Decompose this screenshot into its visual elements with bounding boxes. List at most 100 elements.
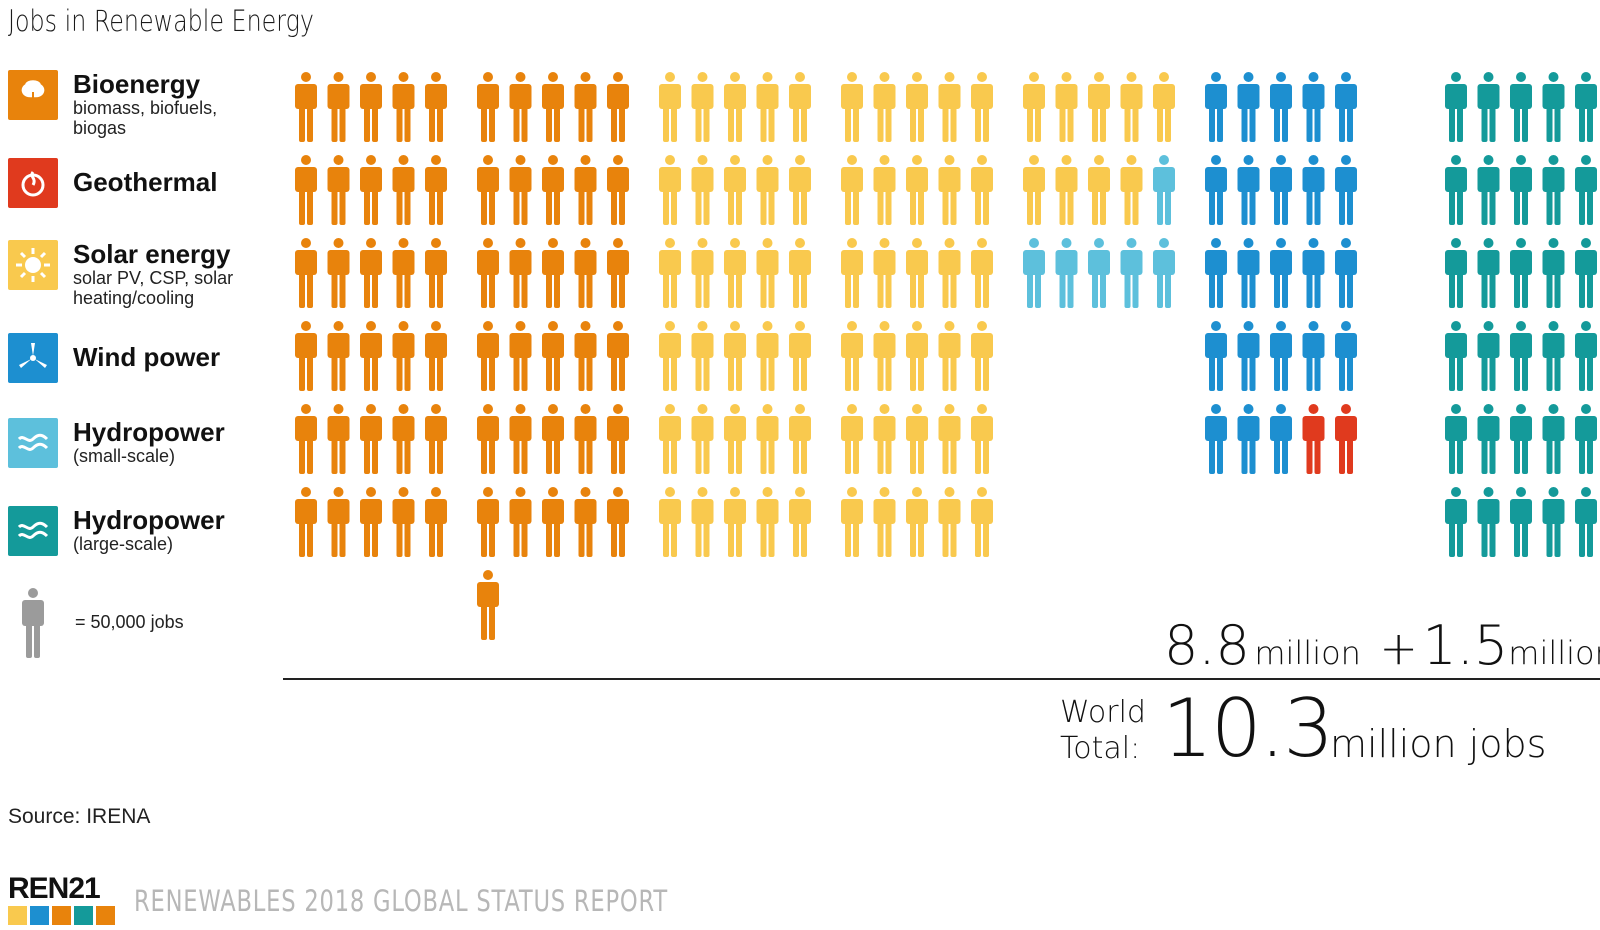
person-icon <box>1055 72 1078 142</box>
person-icon <box>1237 321 1260 391</box>
person-icon <box>1153 155 1175 225</box>
person-icon <box>574 404 597 474</box>
person-icon <box>756 487 779 557</box>
logo-square <box>52 906 71 925</box>
person-icon <box>392 238 415 308</box>
person-icon <box>327 404 350 474</box>
person-icon <box>477 72 499 142</box>
person-icon <box>659 155 681 225</box>
person-icon <box>659 238 681 308</box>
person-icon <box>542 72 564 142</box>
person-icon <box>392 404 415 474</box>
person-icon <box>971 321 993 391</box>
person-icon <box>392 155 415 225</box>
legend-label: Bioenergy <box>73 69 201 99</box>
person-icon <box>691 404 714 474</box>
logo-square <box>96 906 115 925</box>
person-icon <box>477 487 499 557</box>
pictogram-chart <box>295 72 1597 640</box>
person-icon <box>360 72 382 142</box>
person-icon <box>1153 238 1175 308</box>
person-icon <box>425 238 447 308</box>
person-icon <box>789 321 811 391</box>
person-icon <box>295 155 317 225</box>
person-icon <box>1575 155 1597 225</box>
legend-sublabel: (small-scale) <box>73 446 176 466</box>
person-icon <box>756 155 779 225</box>
person-icon <box>873 72 896 142</box>
person-icon <box>971 155 993 225</box>
person-icon <box>1023 155 1045 225</box>
person-icon <box>873 487 896 557</box>
person-icon <box>1575 321 1597 391</box>
person-icon <box>1302 72 1325 142</box>
person-icon <box>295 238 317 308</box>
logo-square <box>8 906 27 925</box>
plus-sign: + <box>1379 621 1418 675</box>
person-icon <box>1510 238 1532 308</box>
person-icon <box>1237 155 1260 225</box>
person-icon <box>1205 404 1227 474</box>
person-icon <box>1153 72 1175 142</box>
legend-item-wind: Wind power <box>8 333 220 383</box>
person-icon <box>607 238 629 308</box>
person-icon <box>938 321 961 391</box>
person-icon <box>906 404 928 474</box>
person-icon <box>841 487 863 557</box>
legend-item-hydro-small: Hydropower (small-scale) <box>8 418 225 468</box>
person-icon <box>607 404 629 474</box>
person-icon <box>1575 404 1597 474</box>
person-icon <box>327 487 350 557</box>
person-icon <box>938 238 961 308</box>
person-icon <box>971 72 993 142</box>
person-icon <box>1270 238 1292 308</box>
ren21-logo: REN21 <box>8 872 101 905</box>
person-icon <box>509 238 532 308</box>
person-icon <box>1023 72 1045 142</box>
unit-label: = 50,000 jobs <box>75 612 184 632</box>
subtotal-unit-2: million <box>1508 634 1600 672</box>
person-icon <box>425 321 447 391</box>
legend-item-bioenergy: Bioenergy biomass, biofuels, biogas <box>8 70 233 138</box>
person-icon <box>906 72 928 142</box>
person-icon <box>659 72 681 142</box>
legend-label: Solar energy <box>73 239 231 269</box>
person-icon <box>509 487 532 557</box>
person-icon <box>1445 72 1467 142</box>
person-icon <box>1335 238 1357 308</box>
person-icon <box>1205 238 1227 308</box>
person-icon <box>1237 404 1260 474</box>
person-icon <box>542 404 564 474</box>
person-icon <box>1477 238 1500 308</box>
report-title: RENEWABLES 2018 GLOBAL STATUS REPORT <box>134 884 668 918</box>
person-icon <box>1510 487 1532 557</box>
person-icon <box>938 404 961 474</box>
person-icon <box>392 321 415 391</box>
source-note: Source: IRENA <box>8 805 151 828</box>
person-icon <box>1120 238 1143 308</box>
person-icon <box>509 321 532 391</box>
person-icon <box>691 72 714 142</box>
person-icon <box>574 238 597 308</box>
person-icon <box>360 487 382 557</box>
person-icon <box>1542 404 1565 474</box>
water-waves-icon <box>8 418 58 468</box>
person-icon <box>841 155 863 225</box>
person-icon <box>1477 72 1500 142</box>
person-icon <box>477 570 499 640</box>
subtotal-value-2: 1.5 <box>1422 614 1509 677</box>
person-icon <box>1205 155 1227 225</box>
person-icon <box>542 321 564 391</box>
person-icon <box>789 72 811 142</box>
person-icon <box>724 321 746 391</box>
person-icon <box>1445 321 1467 391</box>
person-icon <box>392 72 415 142</box>
person-icon <box>971 487 993 557</box>
person-icon <box>574 155 597 225</box>
person-icon <box>295 321 317 391</box>
person-icon <box>906 487 928 557</box>
person-icon <box>1302 155 1325 225</box>
person-icon <box>1542 238 1565 308</box>
person-icon <box>906 321 928 391</box>
person-icon <box>1445 487 1467 557</box>
